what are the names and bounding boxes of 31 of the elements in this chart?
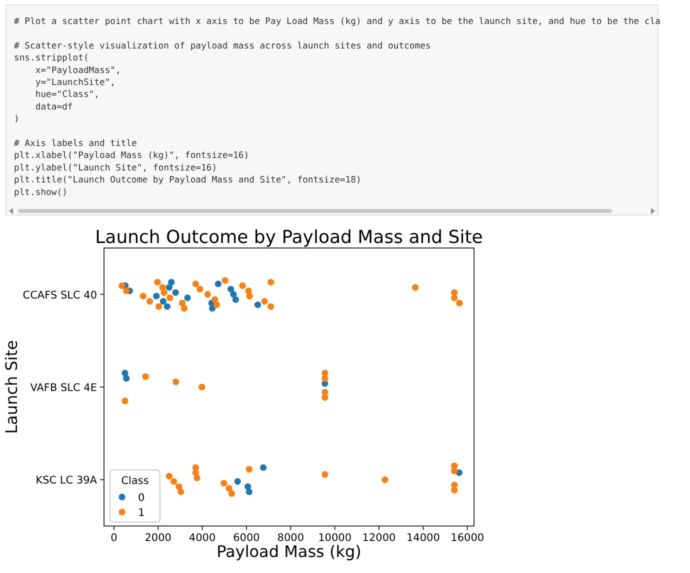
legend-title: Class: [121, 475, 149, 487]
y-tick-label: KSC LC 39A: [36, 474, 98, 487]
text: ): [14, 114, 20, 125]
text: plt.show(): [14, 188, 68, 198]
text: data=df: [14, 102, 73, 112]
x-tick-label: 4000: [188, 532, 216, 544]
x-tick-label: 16000: [450, 532, 484, 544]
text: plt.xlabel("Payload Mass (kg)", fontsize=16): [14, 151, 250, 162]
legend-label: 0: [138, 492, 145, 504]
text: # Scatter-style visualization of payload mass across launch sites and outcomes: [14, 41, 431, 52]
x-tick-label: 12000: [362, 532, 396, 544]
text: sns.stripplot(: [14, 54, 89, 64]
chart-title: Launch Outcome by Payload Mass and Site: [95, 227, 483, 248]
text: y="LaunchSite",: [14, 78, 116, 88]
x-tick-label: 8000: [277, 532, 304, 544]
y-axis-title: Launch Site: [2, 340, 21, 434]
text: hue="Class",: [14, 90, 100, 100]
x-tick-label: 6000: [233, 532, 260, 544]
x-tick-label: 14000: [406, 532, 440, 544]
text: # Plot a scatter point chart with x axis to be Pay Load Mass (kg) and y axis to be the launch site, and hue to be the cla: [14, 17, 661, 27]
text: plt.title("Launch Outcome by Payload Mass and Site", fontsize=18): [14, 176, 362, 186]
legend-label: 1: [138, 507, 145, 519]
text: x="PayloadMass",: [14, 66, 121, 76]
x-axis-title: Payload Mass (kg): [216, 542, 362, 561]
text: plt.ylabel("Launch Site", fontsize=16): [14, 163, 218, 174]
x-tick-label: 2000: [144, 532, 172, 544]
y-tick-label: VAFB SLC 4E: [30, 382, 97, 394]
y-tick-label: CCAFS SLC 40: [22, 289, 97, 302]
x-tick-label: 10000: [318, 532, 352, 544]
x-tick-label: 0: [110, 532, 118, 544]
text: # Axis labels and title: [14, 139, 137, 149]
